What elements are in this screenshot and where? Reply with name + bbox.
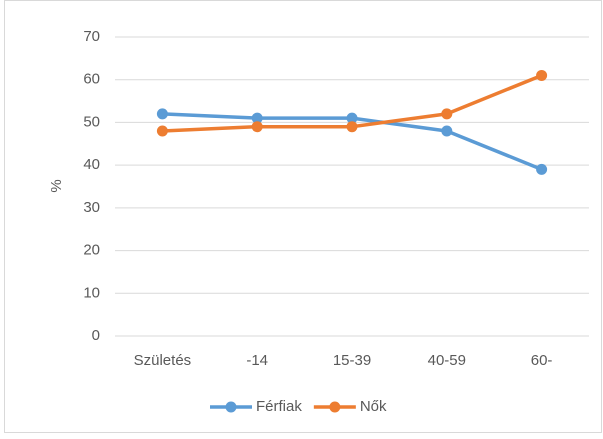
x-tick-label: 15-39: [333, 352, 371, 369]
y-tick-label: 40: [83, 156, 100, 173]
chart-frame: [4, 0, 602, 433]
data-point: [441, 125, 453, 137]
data-point: [156, 125, 168, 137]
data-point: [251, 112, 263, 124]
data-point: [346, 112, 358, 124]
legend-marker: [329, 401, 341, 413]
data-point: [346, 121, 358, 133]
data-point: [441, 108, 453, 120]
data-point: [156, 108, 168, 120]
x-tick-label: 60-: [531, 352, 553, 369]
y-tick-label: 60: [83, 71, 100, 88]
y-tick-label: 30: [83, 199, 100, 216]
y-tick-label: 20: [83, 242, 100, 259]
x-tick-label: Születés: [134, 352, 192, 369]
y-tick-label: 50: [83, 113, 100, 130]
legend-marker: [225, 401, 237, 413]
y-tick-label: 0: [92, 327, 100, 344]
data-point: [251, 121, 263, 133]
x-tick-label: 40-59: [428, 352, 466, 369]
y-tick-label: 10: [83, 284, 100, 301]
legend-label: Nők: [360, 398, 387, 415]
data-point: [536, 163, 548, 175]
x-tick-label: -14: [246, 352, 268, 369]
data-point: [536, 69, 548, 81]
y-axis-label: %: [48, 179, 65, 192]
legend-label: Férfiak: [256, 398, 302, 415]
y-tick-label: 70: [83, 28, 100, 45]
